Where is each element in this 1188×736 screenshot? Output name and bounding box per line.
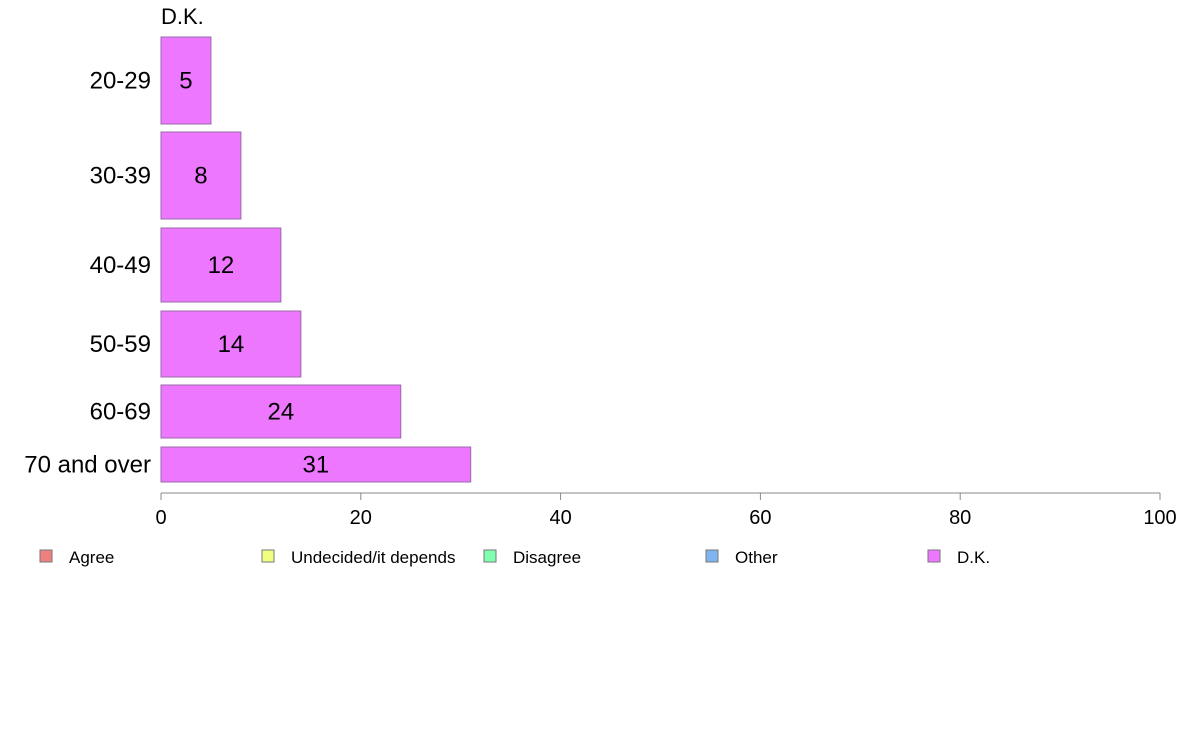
legend-swatch — [483, 549, 497, 563]
value-label: 31 — [302, 452, 329, 479]
bar — [160, 446, 472, 483]
value-label: 24 — [268, 399, 295, 426]
legend-swatch — [261, 549, 275, 563]
x-tick-label: 0 — [155, 507, 166, 529]
value-label: 14 — [218, 331, 245, 358]
legend-swatch — [927, 549, 941, 563]
x-tick-label: 80 — [949, 507, 971, 529]
legend-label: Disagree — [513, 548, 581, 567]
x-tick-label: 20 — [350, 507, 372, 529]
legend: Agree Undecided/it depends Disagree Other D.… — [39, 548, 990, 567]
bar — [160, 36, 212, 125]
category-label: 20-29 — [90, 68, 151, 95]
x-tick-label: 40 — [549, 507, 571, 529]
category-label: 70 and over — [24, 452, 151, 479]
legend-swatch — [39, 549, 53, 563]
bar — [160, 227, 282, 303]
x-axis: 0 20 40 60 80 100 — [155, 492, 1177, 529]
legend-label: Agree — [69, 548, 114, 567]
category-label: 60-69 — [90, 399, 151, 426]
facet-title: D.K. — [161, 4, 204, 29]
value-label: 5 — [179, 68, 192, 95]
category-label: 40-49 — [90, 252, 151, 279]
legend-label: Undecided/it depends — [291, 548, 455, 567]
bar — [160, 310, 302, 378]
bars-group: 20-29 5 30-39 8 40-49 12 50-59 14 60-69 24 70 and … — [24, 36, 472, 483]
x-tick-label: 60 — [749, 507, 771, 529]
category-label: 30-39 — [90, 163, 151, 190]
x-tick-label: 100 — [1143, 507, 1176, 529]
value-label: 8 — [194, 163, 207, 190]
category-label: 50-59 — [90, 331, 151, 358]
value-label: 12 — [208, 252, 235, 279]
bar — [160, 131, 242, 220]
bar — [160, 384, 402, 439]
legend-label: Other — [735, 548, 778, 567]
legend-swatch — [705, 549, 719, 563]
legend-label: D.K. — [957, 548, 990, 567]
